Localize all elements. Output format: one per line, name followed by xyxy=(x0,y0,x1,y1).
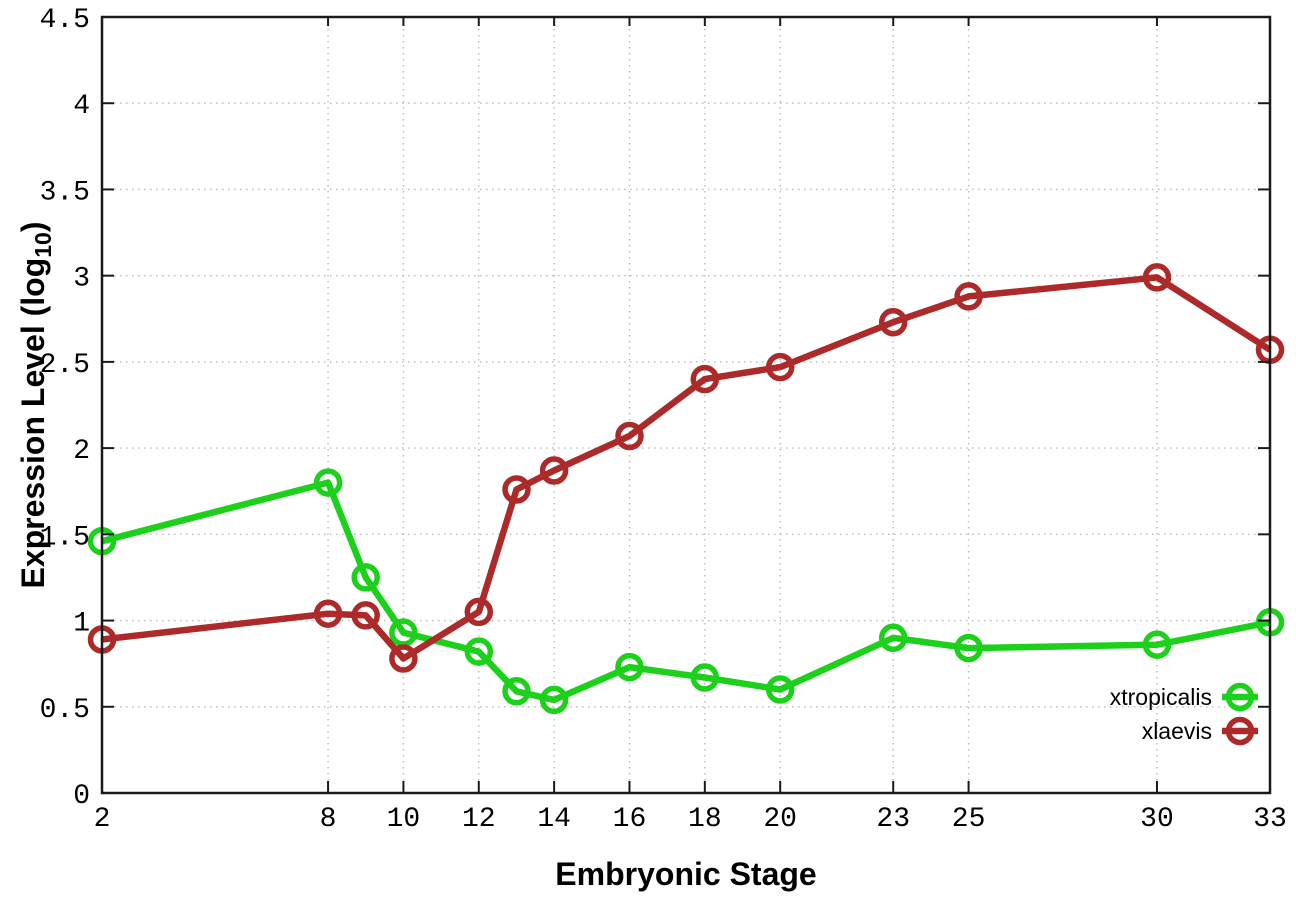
data-point-xtropicalis xyxy=(690,663,720,692)
data-point-xtropicalis xyxy=(1142,630,1172,659)
data-point-xlaevis xyxy=(954,282,983,311)
y-tick-label: 2 xyxy=(73,436,90,467)
x-tick-label: 16 xyxy=(613,804,647,835)
data-point-xlaevis xyxy=(539,456,569,485)
data-point-xtropicalis xyxy=(351,563,380,592)
data-point-xtropicalis xyxy=(615,652,644,682)
data-point-xlaevis xyxy=(464,597,494,627)
x-tick-label: 20 xyxy=(763,804,797,835)
y-tick-label: 4 xyxy=(73,91,90,122)
y-axis-title-main: Expression Level (log xyxy=(15,258,51,589)
y-tick-label: 1.5 xyxy=(40,522,90,553)
series-layer xyxy=(87,263,1285,715)
legend-layer: xtropicalis xlaevis xyxy=(1110,682,1258,746)
y-tick-label: 0 xyxy=(73,781,90,812)
y-tick-label: 1 xyxy=(73,609,90,640)
y-tick-label: 3.5 xyxy=(40,177,90,208)
data-point-xtropicalis xyxy=(389,618,418,647)
grid-layer xyxy=(102,17,1270,793)
data-point-xtropicalis xyxy=(502,677,531,706)
data-point-xlaevis xyxy=(878,307,908,337)
data-point-xtropicalis xyxy=(464,637,494,666)
series-line-xtropicalis xyxy=(101,479,1271,704)
legend-label: xlaevis xyxy=(1142,718,1212,744)
legend-marker-icon xyxy=(1225,682,1255,712)
x-tick-label: 33 xyxy=(1253,804,1287,835)
legend-entry-xlaevis: xlaevis xyxy=(1142,716,1258,746)
legend-label: xtropicalis xyxy=(1110,684,1212,710)
data-point-xlaevis xyxy=(690,364,720,394)
y-axis-title-subscript: 10 xyxy=(30,232,56,258)
legend-marker-icon xyxy=(1225,716,1255,746)
y-axis-title-close: ) xyxy=(15,221,51,232)
y-tick-label: 3 xyxy=(73,264,90,295)
data-point-xlaevis xyxy=(1142,263,1172,292)
legend-entry-xtropicalis: xtropicalis xyxy=(1110,682,1258,712)
y-tick-label: 0.5 xyxy=(40,695,90,726)
plot-border xyxy=(100,15,1272,795)
data-point-xlaevis xyxy=(765,352,795,382)
data-point-xtropicalis xyxy=(765,675,795,704)
x-tick-label: 25 xyxy=(952,804,986,835)
data-point-xlaevis xyxy=(615,421,644,451)
data-point-xtropicalis xyxy=(313,468,343,497)
data-point-xlaevis xyxy=(389,644,418,673)
data-point-xlaevis xyxy=(502,475,531,504)
x-tick-label: 23 xyxy=(876,804,910,835)
data-point-xtropicalis xyxy=(878,623,908,653)
x-tick-label: 8 xyxy=(320,804,337,835)
data-point-xlaevis xyxy=(313,599,343,628)
series-line-xlaevis xyxy=(101,274,1272,662)
x-tick-label: 30 xyxy=(1140,804,1174,835)
axis-layer: 2 8 10 12 14 16 18 20 23 25 30 33 0 0.5 1 1.5 2 2.5 3 3.5 4 4… xyxy=(40,5,1287,835)
data-point-xlaevis xyxy=(351,601,380,630)
y-tick-label: 4.5 xyxy=(40,5,90,36)
data-point-xtropicalis xyxy=(539,685,569,715)
y-tick-label: 2.5 xyxy=(40,350,90,381)
x-tick-label: 2 xyxy=(94,804,111,835)
x-tick-label: 10 xyxy=(387,804,421,835)
data-point-xtropicalis xyxy=(954,633,983,663)
x-tick-label: 18 xyxy=(688,804,722,835)
y-axis-title: Expression Level (log10) xyxy=(15,221,56,588)
x-tick-label: 14 xyxy=(537,804,571,835)
x-axis-title: Embryonic Stage xyxy=(555,856,816,892)
x-tick-label: 12 xyxy=(462,804,496,835)
